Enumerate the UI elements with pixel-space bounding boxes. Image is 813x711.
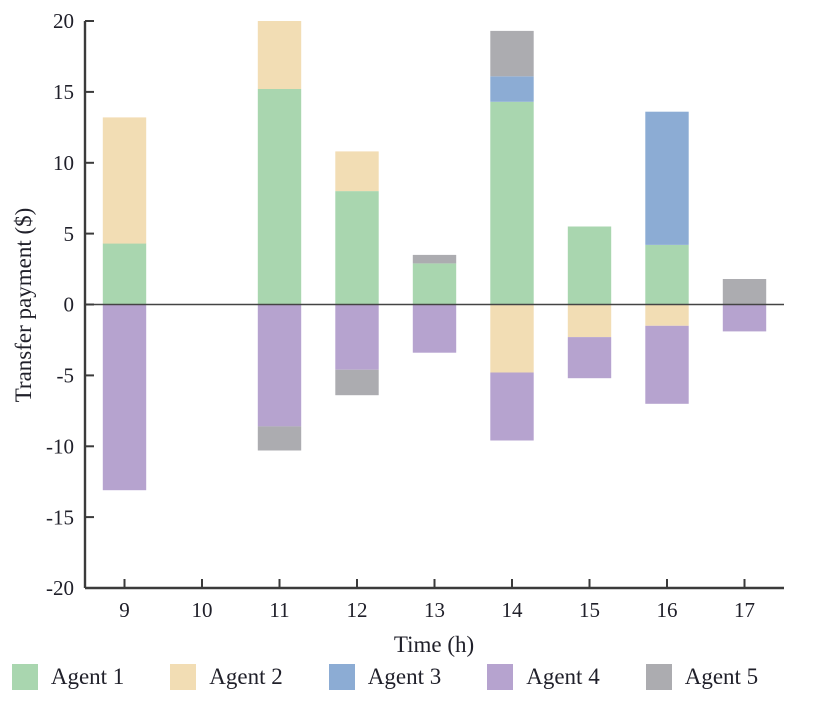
bar-segment-agent-2-11	[257, 21, 302, 89]
legend-label-agent-5: Agent 5	[684, 664, 759, 689]
x-tick-label: 10	[192, 598, 213, 622]
y-tick-label: -10	[46, 434, 74, 458]
bar-segment-agent-4-11	[257, 304, 302, 427]
bar-segment-agent-3-14	[490, 76, 534, 102]
legend-item-agent-1: Agent 1	[11, 664, 125, 690]
bar-segment-agent-1-16	[645, 245, 689, 305]
bar-segment-agent-1-13	[412, 263, 457, 305]
x-tick-label: 9	[119, 598, 130, 622]
bar-segment-agent-4-12	[335, 304, 379, 370]
y-tick-label: 10	[53, 151, 74, 175]
bar-segment-agent-4-15	[567, 337, 612, 379]
y-tick-label: -20	[46, 576, 74, 600]
bar-segment-agent-1-12	[335, 191, 379, 305]
legend-swatch-agent-3	[328, 664, 355, 690]
bar-segment-agent-1-14	[490, 101, 534, 305]
legend-swatch-agent-2	[170, 664, 197, 690]
bar-segment-agent-5-14	[490, 30, 534, 77]
legend-item-agent-3: Agent 3	[328, 664, 442, 690]
x-axis-title: Time (h)	[393, 632, 475, 657]
y-tick-label: -5	[57, 364, 75, 388]
bar-segment-agent-3-16	[645, 111, 689, 245]
bar-segment-agent-4-9	[102, 304, 147, 491]
y-axis-title: Transfer payment ($)	[11, 207, 36, 403]
legend-label-agent-3: Agent 3	[367, 664, 442, 689]
legend-label-agent-4: Agent 4	[526, 664, 600, 689]
x-tick-label: 12	[347, 598, 368, 622]
bar-segment-agent-1-15	[567, 226, 612, 305]
x-tick-label: 14	[502, 598, 524, 622]
legend: Agent 1 Agent 2 Agent 3 Agent 4 Agent 5	[0, 664, 770, 690]
legend-swatch-agent-1	[11, 664, 38, 690]
legend-swatch-agent-4	[487, 664, 514, 690]
legend-swatch-agent-5	[645, 664, 672, 690]
bar-segment-agent-2-14	[490, 304, 534, 373]
bar-segment-agent-5-17	[722, 279, 767, 305]
y-tick-label: 15	[53, 80, 74, 104]
x-tick-label: 16	[657, 598, 678, 622]
x-tick-label: 13	[424, 598, 445, 622]
y-tick-label: 20	[53, 9, 74, 33]
legend-item-agent-2: Agent 2	[170, 664, 283, 690]
legend-label-agent-1: Agent 1	[50, 664, 125, 689]
y-tick-label: 5	[64, 222, 75, 246]
bar-segment-agent-5-13	[412, 254, 457, 264]
bar-segment-agent-1-11	[257, 89, 302, 305]
bar-segment-agent-2-12	[335, 151, 379, 192]
bar-segment-agent-2-15	[567, 304, 612, 338]
legend-item-agent-4: Agent 4	[487, 664, 600, 690]
bar-segment-agent-1-9	[102, 243, 147, 305]
x-tick-label: 11	[269, 598, 289, 622]
bar-segment-agent-4-16	[645, 325, 689, 404]
bar-segment-agent-2-16	[645, 304, 689, 326]
bar-segment-agent-5-12	[335, 369, 379, 396]
bar-segment-agent-4-13	[412, 304, 457, 353]
bar-segment-agent-4-17	[722, 304, 767, 332]
x-tick-label: 15	[579, 598, 600, 622]
x-tick-label: 17	[734, 598, 755, 622]
y-tick-label: -15	[46, 505, 74, 529]
bar-segment-agent-4-14	[490, 372, 534, 441]
bar-segment-agent-5-11	[257, 426, 302, 451]
legend-label-agent-2: Agent 2	[209, 664, 283, 689]
bar-segment-agent-2-9	[102, 117, 147, 244]
chart-svg: -20 -15 -10 -5 0 5 10 15 20 9 10 11 12 13 14 15 16 17	[46, 9, 784, 622]
legend-item-agent-5: Agent 5	[645, 664, 759, 690]
y-tick-label: 0	[64, 293, 75, 317]
